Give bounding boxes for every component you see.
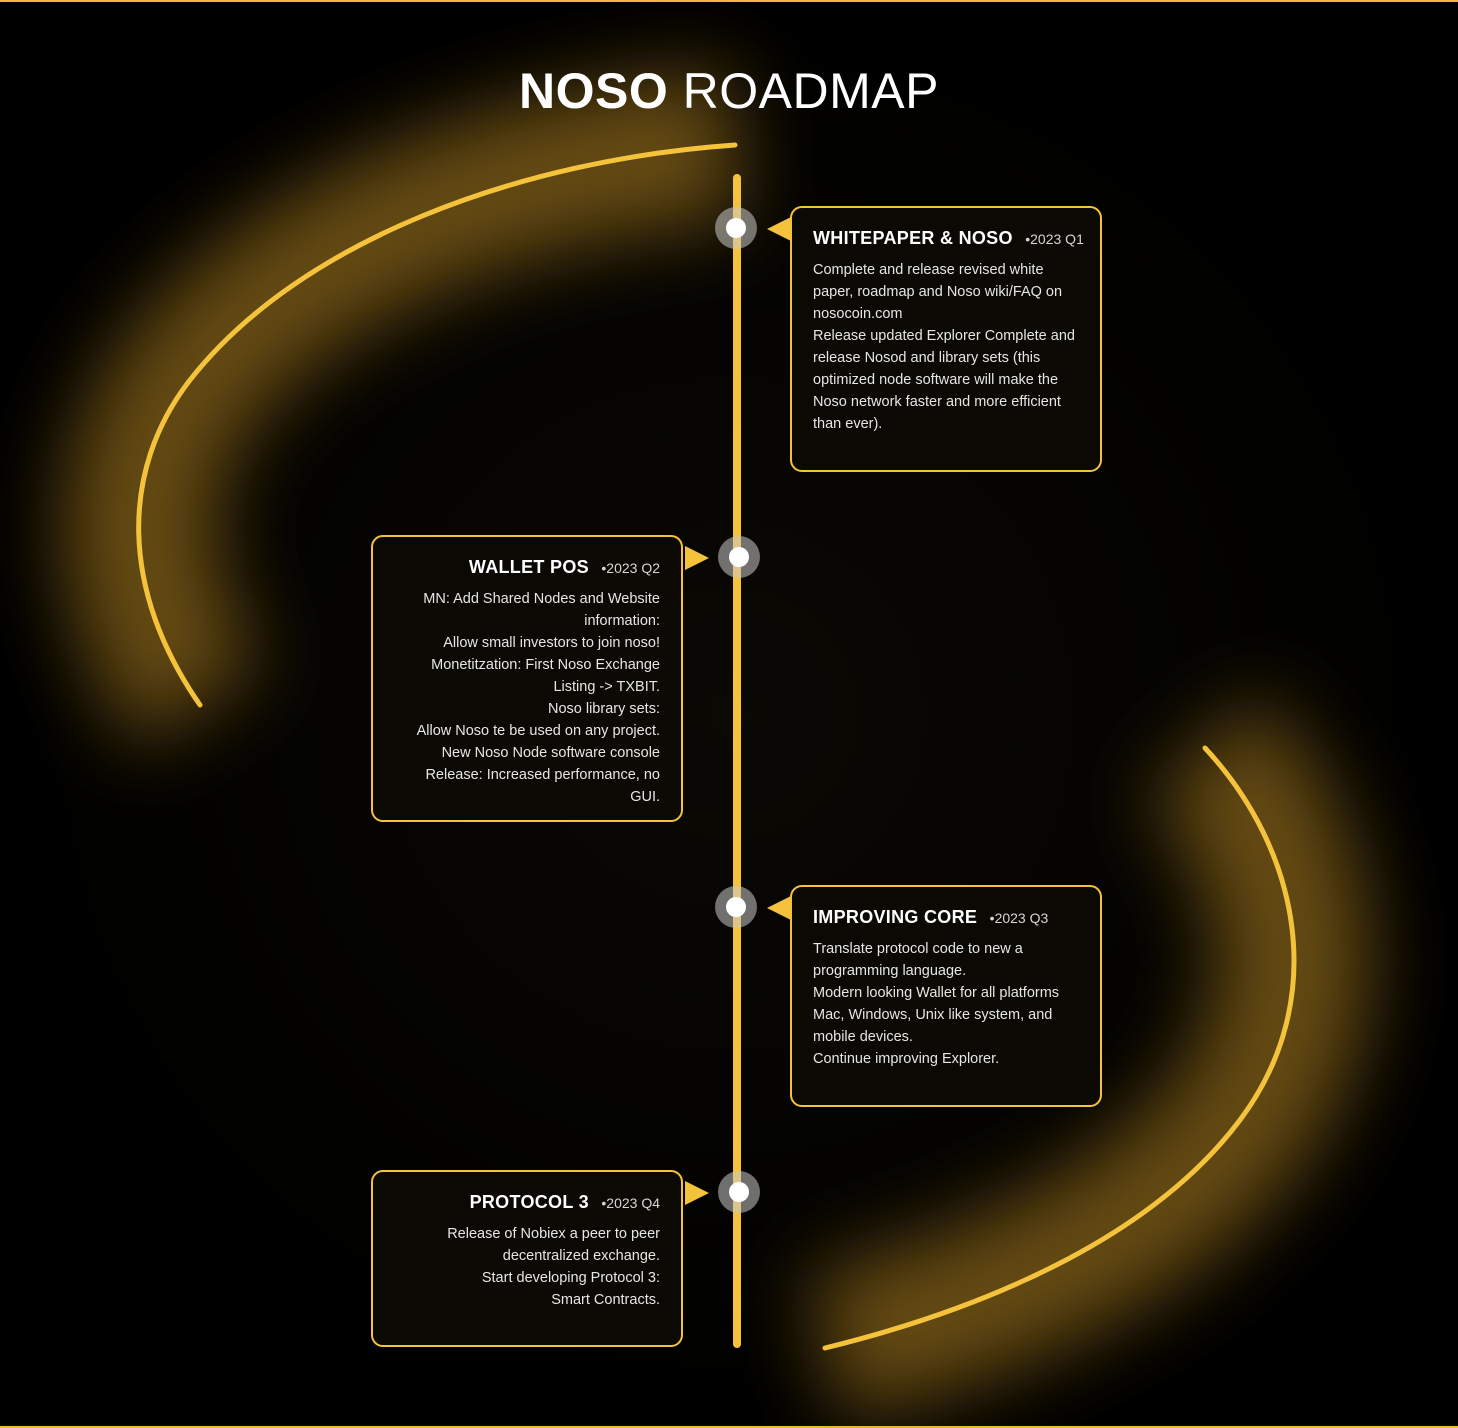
timeline-node-q2 [718,536,760,578]
description-line: information: [584,613,660,629]
description-line: Allow small investors to join noso! [443,635,660,651]
description-line: nosocoin.com [813,306,903,322]
timeline-node-q1 [715,207,757,249]
page-title: NOSO ROADMAP [0,62,1458,120]
card-pointer-q1 [767,217,791,241]
description-line: New Noso Node software console [441,745,660,761]
description-line: Noso network faster and more efficient [813,394,1061,410]
milestone-description: Release of Nobiex a peer to peer decentr… [394,1223,660,1311]
description-line: Complete and release revised white [813,262,1044,278]
card-pointer-q2 [685,546,709,570]
description-line: Release updated Explorer Complete and [813,328,1075,344]
milestone-date: 2023 Q3 [990,910,1049,926]
milestone-title: PROTOCOL 3 [469,1192,589,1212]
milestone-card-q2: WALLET POS 2023 Q2 MN: Add Shared Nodes … [371,535,683,822]
milestone-card-q4: PROTOCOL 3 2023 Q4 Release of Nobiex a p… [371,1170,683,1347]
description-line: Allow Noso te be used on any project. [416,723,660,739]
milestone-description: Complete and release revised white paper… [813,259,1079,435]
milestone-description: Translate protocol code to new a program… [813,938,1079,1070]
description-line: programming language. [813,963,967,979]
milestone-card-q3: IMPROVING CORE 2023 Q3 Translate protoco… [790,885,1102,1107]
description-line: Continue improving Explorer. [813,1051,1000,1067]
description-line: optimized node software will make the [813,372,1059,388]
description-line: Modern looking Wallet for all platforms [813,985,1060,1001]
description-line: Release of Nobiex a peer to peer [447,1226,660,1242]
arc-upper-left [136,142,738,708]
description-line: decentralized exchange. [502,1248,660,1264]
description-line: Start developing Protocol 3: [481,1270,660,1286]
description-line: release Nosod and library sets (this [813,350,1041,366]
timeline-spine [733,174,741,1348]
milestone-date: 2023 Q2 [601,560,660,576]
milestone-date: 2023 Q1 [1025,231,1084,247]
description-line: Mac, Windows, Unix like system, and [813,1007,1053,1023]
milestone-header: WHITEPAPER & NOSO 2023 Q1 [813,228,1084,249]
timeline-node-q3 [715,886,757,928]
description-line: Translate protocol code to new a [813,941,1023,957]
title-bold: NOSO [519,63,669,119]
description-line: paper, roadmap and Noso wiki/FAQ on [813,284,1063,300]
description-line: Noso library sets: [547,701,660,717]
description-line: Release: Increased performance, no GUI. [425,767,660,805]
milestone-header: IMPROVING CORE 2023 Q3 [813,907,1079,928]
timeline-node-q4 [718,1171,760,1213]
milestone-header: WALLET POS 2023 Q2 [394,557,660,578]
milestone-title: WALLET POS [468,557,589,577]
milestone-date: 2023 Q4 [601,1195,660,1211]
milestone-title: IMPROVING CORE [813,907,978,927]
milestone-card-q1: WHITEPAPER & NOSO 2023 Q1 Complete and r… [790,206,1102,472]
description-line: Smart Contracts. [551,1292,660,1308]
description-line: Monetitzation: First Noso Exchange [431,657,660,673]
title-light: ROADMAP [682,63,939,119]
description-line: MN: Add Shared Nodes and Website [423,591,660,607]
milestone-header: PROTOCOL 3 2023 Q4 [394,1192,660,1213]
description-line: than ever). [813,416,883,432]
arc-lower-right [822,745,1297,1351]
milestone-description: MN: Add Shared Nodes and Website informa… [394,588,660,808]
card-pointer-q3 [767,896,791,920]
milestone-title: WHITEPAPER & NOSO [813,228,1013,248]
card-pointer-q4 [685,1181,709,1205]
description-line: Listing -> TXBIT. [553,679,660,695]
description-line: mobile devices. [813,1029,913,1045]
